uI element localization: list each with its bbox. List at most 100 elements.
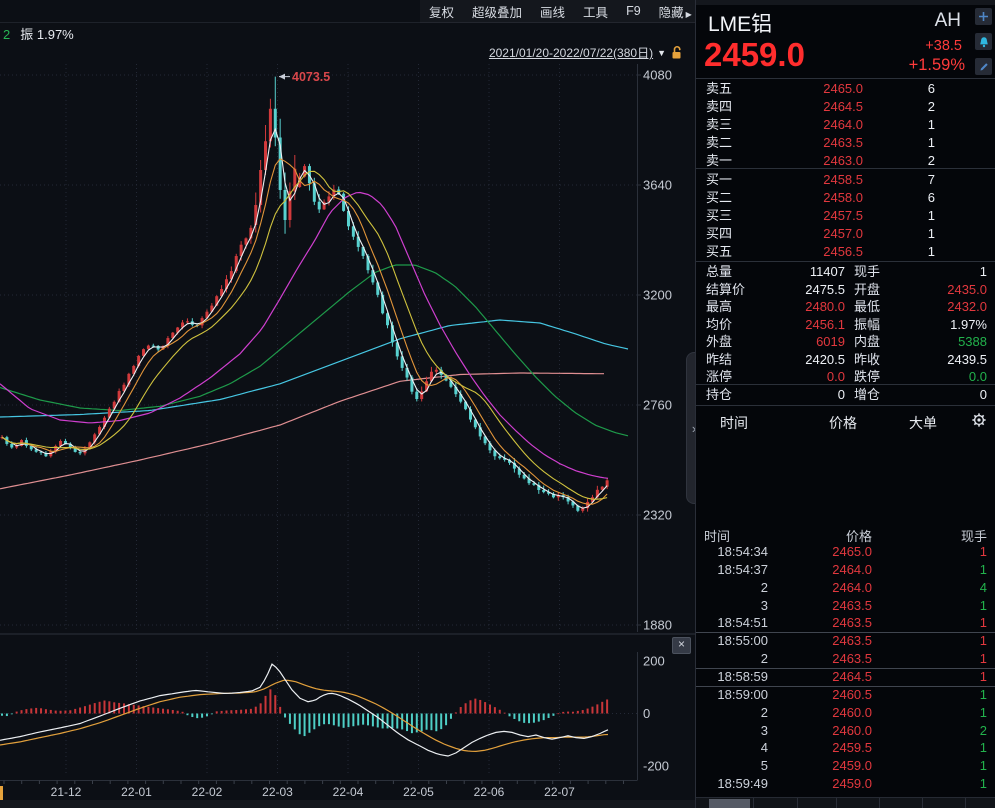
trade-price: 2463.5 — [832, 597, 872, 613]
stat-row: 结算价 2475.5 开盘 2435.0 — [696, 281, 995, 299]
stat-label: 昨结 — [706, 351, 733, 367]
order-book-row[interactable]: 卖五 2465.0 6 — [696, 80, 995, 98]
overlay-button[interactable]: 超级叠加 — [472, 5, 523, 20]
group-separator — [696, 632, 995, 634]
tab-price[interactable]: 价格 — [829, 415, 857, 431]
instrument-title: LME铝 — [708, 13, 773, 36]
stat-label: 内盘 — [854, 334, 881, 349]
date-range[interactable]: 2021/01/20-2022/07/22(380日) — [488, 46, 654, 60]
chevron-down-icon[interactable]: ▼ — [657, 47, 666, 58]
order-book-row[interactable]: 卖四 2464.5 2 — [696, 98, 995, 116]
order-book-row[interactable]: 卖三 2464.0 1 — [696, 116, 995, 134]
add-button[interactable] — [975, 8, 992, 25]
trade-volume: 1 — [979, 544, 987, 559]
alert-bell-button[interactable] — [975, 33, 992, 50]
level-label: 买四 — [706, 226, 733, 241]
stat-value: 6019 — [816, 334, 845, 349]
level-volume: 6 — [927, 190, 935, 205]
trade-row: 18:54:37 2464.0 1 — [696, 561, 995, 579]
trade-row: 18:55:00 2463.5 1 — [696, 632, 995, 650]
col-price: 价格 — [845, 529, 872, 544]
trade-time: 18:59:49 — [717, 776, 768, 792]
trade-volume: 1 — [979, 561, 987, 577]
scrollbar-segment — [922, 798, 923, 808]
detail-tabs: 时间 价格 大单 — [696, 410, 995, 434]
trade-price: 2463.5 — [832, 633, 872, 649]
stat-value: 1.97% — [950, 316, 987, 332]
stat-row: 持仓 0 增仓 0 — [696, 386, 995, 404]
stat-value: 0.0 — [968, 369, 987, 384]
level-label: 卖五 — [706, 81, 733, 96]
trade-time: 18:54:34 — [717, 544, 768, 559]
level-price: 2463.0 — [823, 153, 863, 168]
tab-time[interactable]: 时间 — [720, 415, 748, 431]
bottom-strip — [0, 800, 695, 808]
gear-icon[interactable] — [971, 412, 987, 431]
level-volume: 1 — [927, 135, 935, 150]
quote-panel: LME铝 AH 2459.0 +38.5 +1.59% 卖五 2465.0 6 卖四 2… — [695, 0, 995, 808]
order-book-row[interactable]: 买一 2458.5 7 — [696, 171, 995, 189]
scrollbar-thumb[interactable] — [709, 799, 750, 808]
level-label: 买五 — [706, 244, 733, 259]
level-price: 2457.0 — [823, 226, 863, 241]
trade-volume: 1 — [979, 651, 987, 667]
stat-value: 0 — [837, 386, 845, 402]
svg-text:22-03: 22-03 — [262, 785, 293, 799]
price-change-percent: +1.59% — [908, 56, 965, 74]
f9-button[interactable]: F9 — [626, 4, 641, 18]
order-book-row[interactable]: 买四 2457.0 1 — [696, 225, 995, 243]
trade-row: 18:59:49 2459.0 1 — [696, 775, 995, 793]
scrollbar-segment — [836, 798, 837, 808]
divider — [696, 384, 995, 385]
trade-row: 2 2463.5 1 — [696, 650, 995, 668]
close-icon[interactable]: × — [672, 637, 691, 654]
edit-pencil-button[interactable] — [975, 58, 992, 75]
order-book-row[interactable]: 卖一 2463.0 2 — [696, 152, 995, 170]
col-time: 时间 — [704, 529, 731, 544]
stat-value: 11407 — [809, 264, 845, 279]
order-book-row[interactable]: 卖二 2463.5 1 — [696, 134, 995, 152]
scrollbar-segment — [797, 798, 798, 808]
svg-text:1880: 1880 — [643, 618, 672, 633]
level-label: 买二 — [706, 190, 733, 205]
svg-text:0: 0 — [643, 706, 650, 721]
tab-big-orders[interactable]: 大单 — [909, 415, 937, 431]
stat-value: 5388 — [958, 334, 987, 349]
order-book-row[interactable]: 买二 2458.0 6 — [696, 189, 995, 207]
level-volume: 7 — [927, 172, 935, 187]
trade-price: 2464.0 — [832, 561, 872, 577]
main-chart[interactable]: 4073.5 4080364032002760232018802000-20021… — [0, 0, 695, 808]
partial-value: 2 — [3, 27, 11, 42]
unlock-icon[interactable] — [670, 45, 683, 60]
stat-value: 0 — [979, 386, 987, 402]
stat-row: 最高 2480.0 最低 2432.0 — [696, 298, 995, 316]
level-price: 2463.5 — [823, 135, 863, 150]
trade-time: 4 — [760, 740, 768, 756]
trade-price: 2464.5 — [832, 668, 872, 684]
level-volume: 1 — [927, 226, 935, 241]
trade-price: 2459.5 — [832, 740, 872, 756]
svg-text:2320: 2320 — [643, 508, 672, 523]
draw-line-button[interactable]: 画线 — [540, 5, 566, 20]
trade-row: 3 2463.5 1 — [696, 597, 995, 615]
adjust-button[interactable]: 复权 — [429, 5, 455, 20]
amplitude-label: 振 — [20, 27, 34, 42]
stat-label: 最高 — [706, 299, 733, 314]
level-label: 卖一 — [706, 153, 733, 168]
level-volume: 1 — [927, 208, 935, 223]
horizontal-scrollbar[interactable] — [696, 797, 995, 808]
group-separator — [696, 685, 995, 687]
level-price: 2458.5 — [823, 172, 863, 187]
scrollbar-segment — [879, 798, 880, 808]
stat-label: 增仓 — [854, 386, 881, 402]
order-book-row[interactable]: 买三 2457.5 1 — [696, 207, 995, 225]
svg-text:22-04: 22-04 — [333, 785, 364, 799]
trade-time: 18:54:51 — [717, 615, 768, 631]
scrollbar-segment — [965, 798, 966, 808]
price-change: +38.5 — [925, 38, 962, 54]
tools-button[interactable]: 工具 — [583, 5, 609, 20]
level-price: 2456.5 — [823, 244, 863, 259]
hide-button[interactable]: 隐藏 ▶ — [658, 5, 692, 20]
order-book-row[interactable]: 买五 2456.5 1 — [696, 243, 995, 261]
